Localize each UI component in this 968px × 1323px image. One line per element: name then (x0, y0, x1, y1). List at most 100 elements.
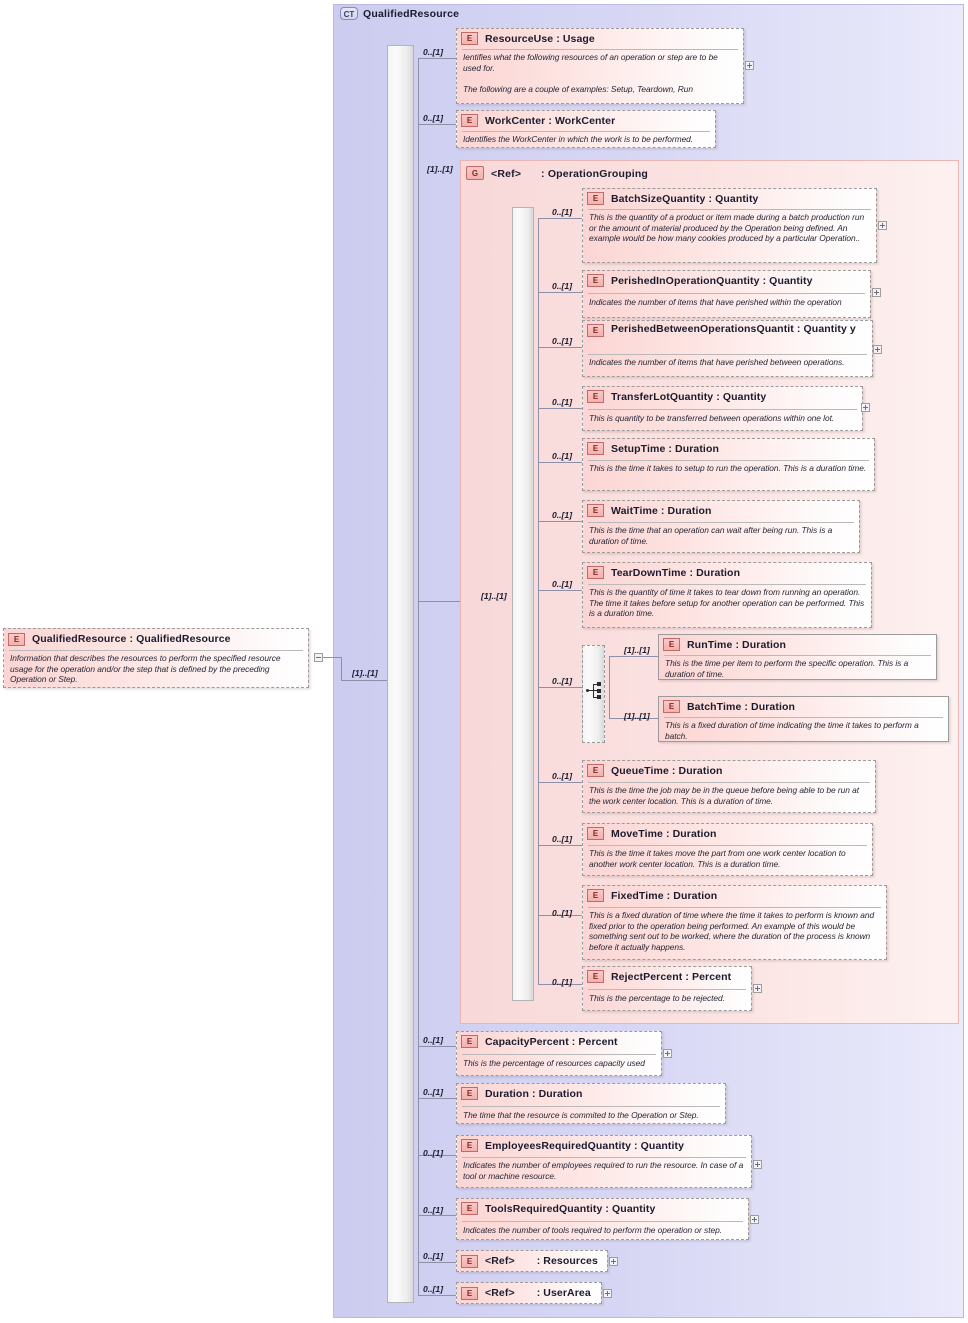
connector (323, 657, 341, 658)
divider (588, 354, 867, 355)
element-box-teardowntime[interactable]: E TearDownTime : Duration This is the qu… (582, 562, 872, 628)
cardinality-movetime: 0..[1] (552, 834, 573, 844)
cardinality-choice: 0..[1] (552, 676, 573, 686)
plus-toggle-toolsrequiredquantity[interactable] (750, 1215, 759, 1224)
element-box-transferlotquantity[interactable]: E TransferLotQuantity : Quantity This is… (582, 386, 863, 431)
element-title: WaitTime : Duration (611, 504, 712, 517)
element-header: E PerishedInOperationQuantity : Quantity (583, 271, 870, 290)
plus-toggle-employeesrequiredquantity[interactable] (753, 1160, 762, 1169)
element-box-ref-userarea[interactable]: E <Ref> : UserArea (456, 1282, 602, 1304)
element-doc: The time that the resource is commited t… (463, 1110, 699, 1120)
connector (418, 1262, 456, 1263)
plus-toggle-resourceuse[interactable] (745, 61, 754, 70)
element-doc: Indicates the number of employees requir… (463, 1160, 744, 1181)
source-element-doc: Information that describes the resources… (10, 653, 281, 684)
divider (462, 1106, 720, 1107)
element-tag-icon: E (461, 1202, 478, 1215)
element-title: BatchTime : Duration (687, 700, 795, 713)
connector (538, 782, 582, 783)
source-element-title: QualifiedResource : QualifiedResource (32, 633, 231, 645)
element-doc: This is the time that an operation can w… (589, 525, 833, 546)
element-box-perishedinoperationquantity[interactable]: E PerishedInOperationQuantity : Quantity… (582, 270, 871, 318)
connector (418, 58, 456, 59)
connector (418, 1295, 456, 1296)
minus-toggle-source[interactable] (314, 653, 323, 662)
element-title-ref: <Ref> (485, 1255, 515, 1267)
element-header: E TearDownTime : Duration (583, 563, 871, 582)
element-box-rejectpercent[interactable]: E RejectPercent : Percent This is the pe… (582, 966, 752, 1011)
divider (588, 989, 746, 990)
cardinality-perishedinoperationquantity: 0..[1] (552, 281, 573, 291)
plus-toggle-ref-resources[interactable] (609, 1257, 618, 1266)
complextype-tag: CT (340, 7, 358, 20)
plus-toggle-ref-userarea[interactable] (603, 1289, 612, 1298)
complextype-title: QualifiedResource (363, 8, 460, 20)
element-box-toolsrequiredquantity[interactable]: E ToolsRequiredQuantity : Quantity Indic… (456, 1198, 749, 1240)
element-tag-icon: E (8, 632, 25, 646)
element-box-ref-resources[interactable]: E <Ref> : Resources (456, 1250, 608, 1272)
cardinality-fixedtime: 0..[1] (552, 908, 573, 918)
cardinality-employeesrequiredquantity: 0..[1] (423, 1148, 444, 1158)
connector (538, 687, 582, 688)
source-element-box[interactable]: E QualifiedResource : QualifiedResource … (3, 628, 309, 688)
cardinality-root: [1]..[1] (352, 668, 378, 678)
element-box-batchtime[interactable]: E BatchTime : Duration This is a fixed d… (658, 696, 949, 742)
element-box-resourceuse[interactable]: E ResourceUse : Usage Ientifies what the… (456, 28, 744, 104)
group-sequence-bar (512, 207, 534, 1001)
group-tag-icon: G (466, 166, 484, 180)
choice-compositor[interactable] (586, 681, 604, 701)
connector (538, 845, 582, 846)
element-box-batchsizequantity[interactable]: E BatchSizeQuantity : Quantity This is t… (582, 188, 877, 263)
connector (538, 915, 582, 916)
element-title: TearDownTime : Duration (611, 566, 741, 579)
element-title-type: : Resources (536, 1255, 598, 1267)
cardinality-perishedbetweenoperationsquantity: 0..[1] (552, 336, 573, 346)
element-title: CapacityPercent : Percent (485, 1035, 618, 1048)
element-title: PerishedInOperationQuantity : Quantity (611, 274, 813, 287)
cardinality-rejectpercent: 0..[1] (552, 977, 573, 987)
element-box-queuetime[interactable]: E QueueTime : Duration This is the time … (582, 760, 876, 813)
element-box-perishedbetweenoperationsquantity[interactable]: E PerishedBetweenOperationsQuantit : Qua… (582, 320, 873, 377)
plus-toggle-perishedbetweenoperationsquantity[interactable] (873, 345, 882, 354)
plus-toggle-perishedinoperationquantity[interactable] (872, 288, 881, 297)
element-tag-icon: E (587, 504, 604, 517)
plus-toggle-rejectpercent[interactable] (753, 984, 762, 993)
element-header: E WorkCenter : WorkCenter (457, 111, 715, 130)
divider (462, 1157, 746, 1158)
connector (341, 680, 396, 681)
element-box-waittime[interactable]: E WaitTime : Duration This is the time t… (582, 500, 860, 553)
plus-toggle-batchsizequantity[interactable] (878, 221, 887, 230)
element-header: E EmployeesRequiredQuantity : Quantity (457, 1136, 751, 1155)
connector (418, 1155, 456, 1156)
element-title: RunTime : Duration (687, 638, 787, 651)
element-title: SetupTime : Duration (611, 442, 719, 455)
element-box-capacitypercent[interactable]: E CapacityPercent : Percent This is the … (456, 1031, 662, 1076)
divider (588, 522, 854, 523)
element-box-workcenter[interactable]: E WorkCenter : WorkCenter Identifies the… (456, 110, 716, 148)
connector (418, 58, 419, 1295)
connector (609, 656, 610, 718)
element-header: E CapacityPercent : Percent (457, 1032, 661, 1051)
element-box-runtime[interactable]: E RunTime : Duration This is the time pe… (658, 634, 937, 680)
element-box-duration[interactable]: E Duration : Duration The time that the … (456, 1083, 726, 1124)
cardinality-toolsrequiredquantity: 0..[1] (423, 1205, 444, 1215)
source-element-header: E QualifiedResource : QualifiedResource (4, 629, 308, 649)
element-tag-icon: E (587, 390, 604, 403)
cardinality-runtime: [1]..[1] (624, 645, 650, 655)
connector (418, 124, 456, 125)
connector (538, 347, 582, 348)
connector (538, 462, 582, 463)
divider (588, 209, 871, 210)
element-tag-icon: E (587, 324, 604, 337)
group-title-ref: <Ref> (491, 168, 522, 180)
divider (588, 584, 866, 585)
connector (538, 590, 582, 591)
element-box-employeesrequiredquantity[interactable]: E EmployeesRequiredQuantity : Quantity I… (456, 1135, 752, 1188)
plus-toggle-capacitypercent[interactable] (663, 1049, 672, 1058)
element-box-fixedtime[interactable]: E FixedTime : Duration This is a fixed d… (582, 885, 887, 960)
element-box-movetime[interactable]: E MoveTime : Duration This is the time i… (582, 823, 873, 876)
element-box-setuptime[interactable]: E SetupTime : Duration This is the time … (582, 438, 875, 491)
plus-toggle-transferlotquantity[interactable] (861, 403, 870, 412)
group-title-type: : OperationGrouping (541, 168, 649, 180)
element-tag-icon: E (587, 442, 604, 455)
